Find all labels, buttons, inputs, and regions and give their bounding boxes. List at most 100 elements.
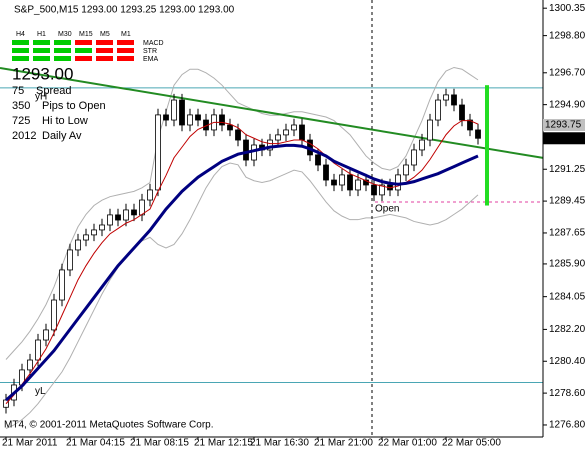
level-label: Open — [375, 204, 399, 215]
range-bar — [485, 85, 489, 206]
candle-body — [427, 119, 433, 141]
x-tick-label: 21 Mar 16:30 — [250, 438, 309, 449]
candle-body — [83, 234, 89, 241]
info-label: Pips to Open — [42, 100, 106, 112]
candle-body — [91, 229, 97, 236]
candle-body — [171, 99, 177, 121]
candle-body — [339, 174, 345, 186]
candle-body — [219, 114, 225, 126]
signal-cell — [33, 56, 50, 61]
timeframe-label: H1 — [37, 31, 46, 38]
y-tick-label: 1294.90 — [549, 99, 585, 110]
candle-body — [459, 104, 465, 121]
candle-body — [179, 99, 185, 126]
candle-body — [443, 94, 449, 101]
candle-body — [371, 184, 377, 196]
timeframe-label: M15 — [79, 31, 93, 38]
candle-body — [379, 184, 385, 196]
y-tick-label: 1285.90 — [549, 259, 585, 270]
candle-body — [51, 299, 57, 331]
info-label: Daily Av — [42, 130, 82, 142]
x-tick-label: 21 Mar 04:15 — [66, 438, 125, 449]
plot-area — [0, 66, 544, 429]
candle-body — [115, 214, 121, 221]
candle-body — [403, 164, 409, 176]
candle-body — [291, 124, 297, 131]
candle-body — [187, 114, 193, 126]
indicator-label: STR — [143, 48, 157, 55]
signal-cell — [33, 40, 50, 45]
candle-body — [419, 139, 425, 151]
x-tick-label: 22 Mar 01:00 — [378, 438, 437, 449]
y-tick-label: 1287.65 — [549, 228, 585, 239]
price-box — [543, 118, 585, 131]
signal-cell — [12, 48, 29, 53]
y-tick-label: 1284.05 — [549, 291, 585, 302]
candle-body — [363, 179, 369, 186]
level-label: yH — [35, 91, 47, 102]
candle-body — [235, 129, 241, 141]
candle-body — [323, 164, 329, 181]
candle-body — [435, 99, 441, 121]
signal-cell — [117, 40, 134, 45]
candle-body — [475, 129, 481, 139]
signal-cell — [12, 56, 29, 61]
timeframe-label: M5 — [100, 31, 110, 38]
info-number: 2012 — [12, 130, 36, 142]
candle-body — [131, 209, 137, 216]
candle-body — [75, 239, 81, 251]
signal-cell — [117, 56, 134, 61]
x-tick-label: 21 Mar 2011 — [2, 438, 58, 449]
y-tick-label: 1276.80 — [549, 420, 585, 431]
price-box-label: 1293.00 — [545, 133, 582, 144]
candle-body — [227, 124, 233, 131]
signal-cell — [75, 56, 92, 61]
band-line — [5, 66, 479, 360]
candle-body — [467, 119, 473, 131]
y-tick-label: 1296.70 — [549, 67, 585, 78]
candle-body — [331, 179, 337, 186]
level-label: yL — [35, 386, 46, 397]
trendline — [0, 67, 544, 159]
candle-body — [347, 174, 353, 191]
candle-body — [35, 339, 41, 361]
signal-cell — [12, 40, 29, 45]
band-line — [5, 162, 479, 429]
y-tick-label: 1282.20 — [549, 324, 585, 335]
candle-body — [195, 114, 201, 121]
candle-body — [315, 154, 321, 166]
y-tick-label: 1278.60 — [549, 388, 585, 399]
indicator-label: MACD — [143, 40, 164, 47]
chart-title: S&P_500,M15 1293.00 1293.25 1293.00 1293… — [14, 5, 235, 16]
x-tick-label: 21 Mar 12:15 — [194, 438, 253, 449]
candle-body — [43, 329, 49, 341]
overlay: yH yL Open 1293.00 75 Spread 350 Pips to Open 72… — [12, 31, 399, 397]
candle-body — [451, 94, 457, 106]
candle-body — [155, 114, 161, 191]
signal-cell — [75, 40, 92, 45]
signal-cell — [96, 48, 113, 53]
candle-body — [27, 359, 33, 371]
candle-body — [411, 149, 417, 166]
y-tick-label: 1300.35 — [549, 3, 585, 14]
price-box — [543, 132, 585, 145]
signal-cell — [33, 48, 50, 53]
y-tick-label: 1280.40 — [549, 356, 585, 367]
moving-average — [5, 143, 479, 402]
signal-cell — [117, 48, 134, 53]
candle-body — [67, 249, 73, 271]
y-tick-label: 1291.25 — [549, 164, 585, 175]
timeframe-label: M30 — [58, 31, 72, 38]
x-tick-label: 21 Mar 21:00 — [314, 438, 373, 449]
info-price: 1293.00 — [12, 64, 73, 83]
x-tick-label: 21 Mar 08:15 — [130, 438, 189, 449]
price-box-label: 1293.75 — [545, 120, 582, 131]
footer: MT4, © 2001-2011 MetaQuotes Software Cor… — [4, 420, 214, 431]
timeframe-label: M1 — [121, 31, 131, 38]
timeframe-label: H4 — [16, 31, 25, 38]
signal-cell — [54, 40, 71, 45]
candle-body — [163, 114, 169, 121]
candle-body — [275, 134, 281, 141]
